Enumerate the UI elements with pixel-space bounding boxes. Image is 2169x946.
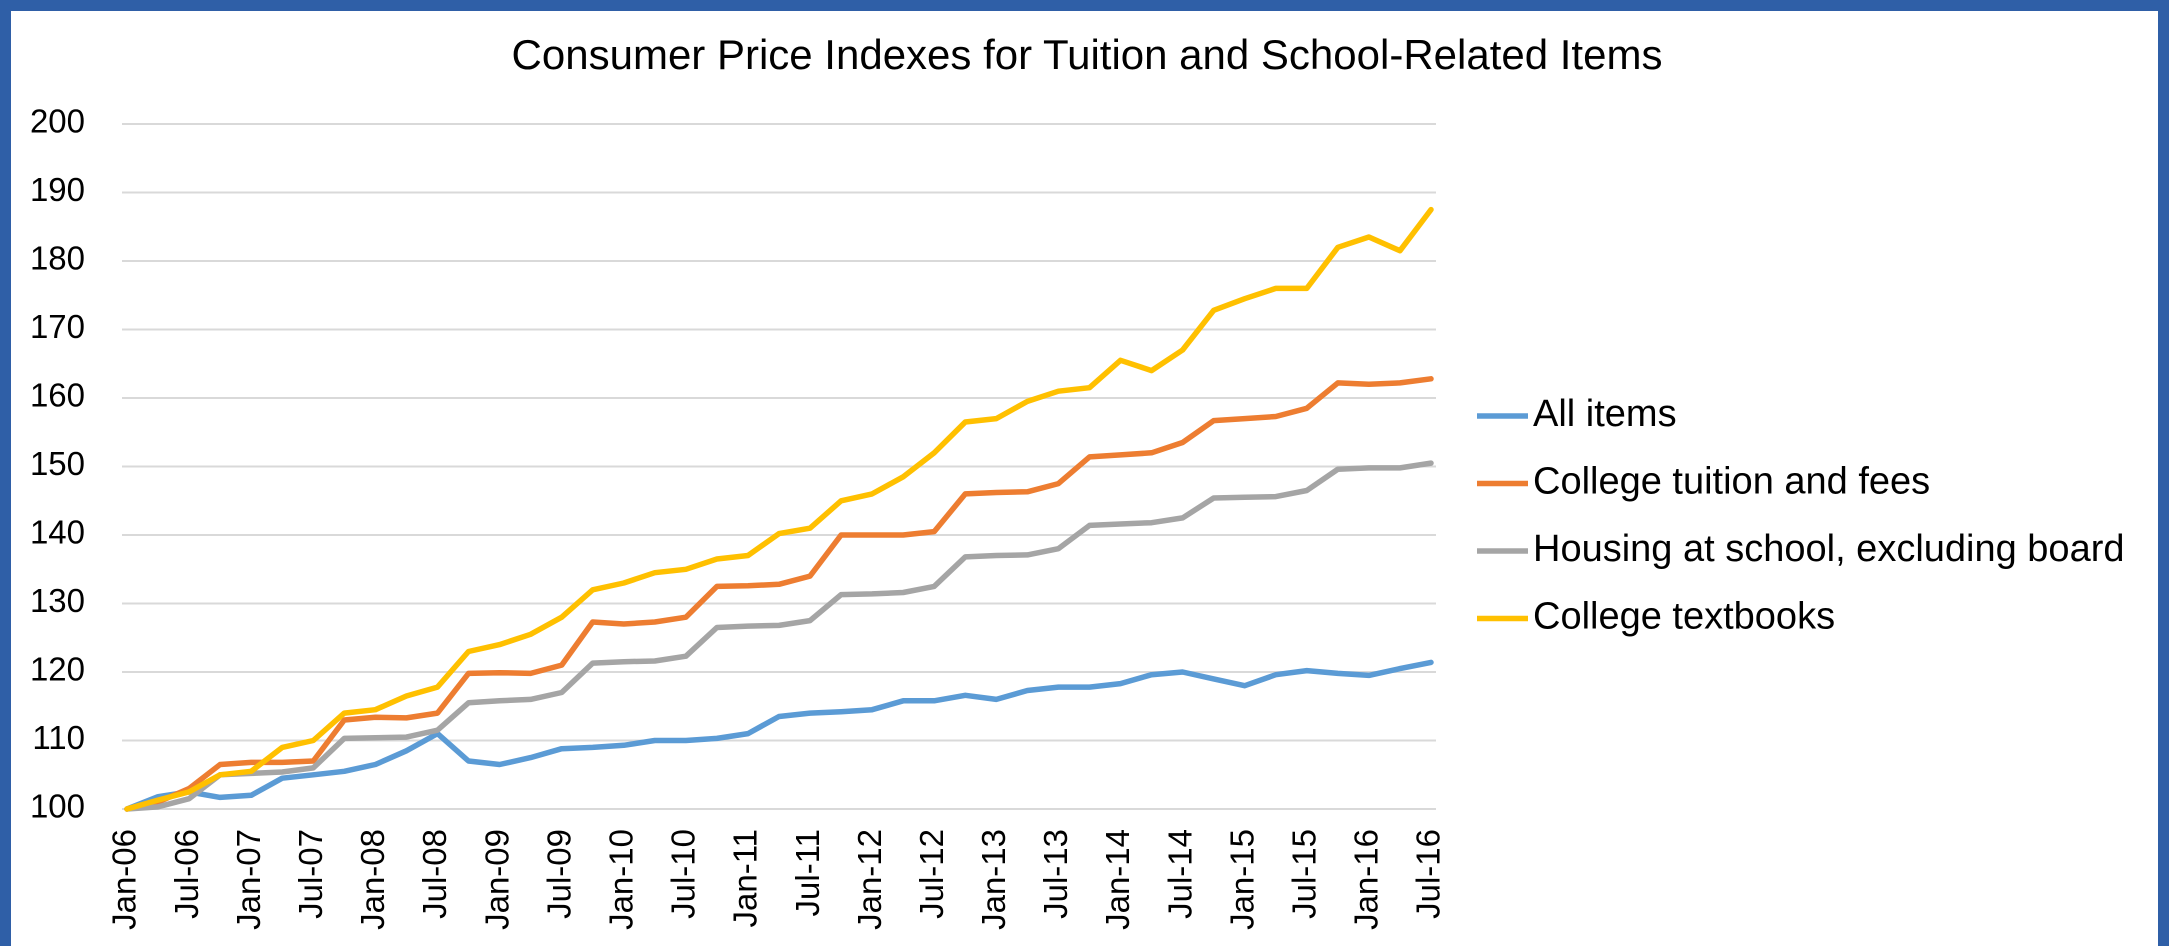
x-tick-label: Jul-08 <box>416 829 453 919</box>
y-tick-label: 200 <box>30 103 85 140</box>
y-tick-label: 100 <box>30 788 85 825</box>
legend-label: College textbooks <box>1533 596 1835 638</box>
x-tick-label: Jul-10 <box>665 829 702 919</box>
x-tick-label: Jul-14 <box>1161 829 1198 919</box>
y-tick-label: 190 <box>30 171 85 208</box>
series-line <box>124 659 1434 812</box>
x-tick-label: Jul-07 <box>292 829 329 919</box>
y-tick-label: 110 <box>32 719 85 756</box>
legend-label: College tuition and fees <box>1533 461 1930 503</box>
series-line <box>124 206 1434 812</box>
x-tick-label: Jan-06 <box>106 829 143 930</box>
x-tick-label: Jan-15 <box>1223 829 1260 930</box>
y-tick-label: 130 <box>30 582 85 619</box>
x-tick-label: Jan-11 <box>727 829 764 927</box>
x-tick-label: Jul-06 <box>168 829 205 919</box>
x-tick-label: Jul-16 <box>1410 829 1447 919</box>
x-tick-label: Jul-13 <box>1037 829 1074 919</box>
y-tick-label: 180 <box>30 240 85 277</box>
x-tick-label: Jul-11 <box>789 829 826 916</box>
x-tick-label: Jul-09 <box>540 829 577 919</box>
x-tick-label: Jan-10 <box>602 829 639 930</box>
y-tick-label: 170 <box>30 308 85 345</box>
x-tick-label: Jan-16 <box>1348 829 1385 930</box>
y-tick-label: 140 <box>30 514 85 551</box>
x-tick-label: Jan-13 <box>975 829 1012 930</box>
x-tick-label: Jul-15 <box>1286 829 1323 919</box>
y-tick-label: 120 <box>30 651 85 688</box>
x-tick-label: Jan-07 <box>230 829 267 930</box>
x-tick-label: Jan-09 <box>478 829 515 930</box>
y-tick-label: 150 <box>30 445 85 482</box>
chart-title: Consumer Price Indexes for Tuition and S… <box>512 31 1663 78</box>
series-line <box>124 460 1434 812</box>
x-tick-label: Jan-12 <box>851 829 888 930</box>
x-tick-label: Jan-08 <box>354 829 391 930</box>
x-tick-label: Jan-14 <box>1099 829 1136 930</box>
y-tick-label: 160 <box>30 377 85 414</box>
x-tick-label: Jul-12 <box>913 829 950 919</box>
series-line <box>124 376 1434 812</box>
legend-label: Housing at school, excluding board <box>1533 528 2125 570</box>
legend-label: All items <box>1533 393 1677 435</box>
